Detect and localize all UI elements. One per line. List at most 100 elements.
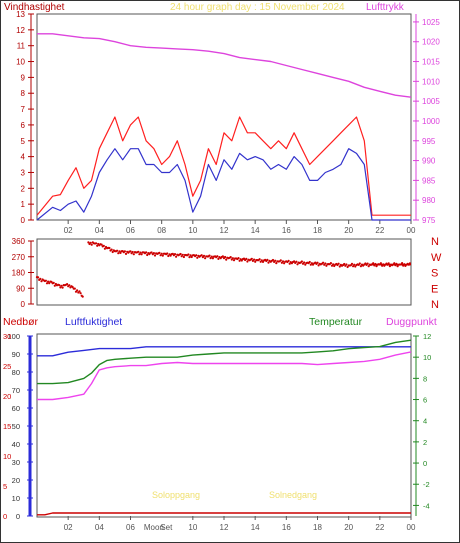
direction-point [182,255,185,259]
direction-point [160,252,163,255]
direction-point [216,255,219,258]
direction-point [232,259,236,262]
direction-point [317,264,320,267]
direction-point [140,253,143,256]
direction-point [303,261,306,264]
direction-point [324,262,327,265]
title-wind-speed: Vindhastighet [4,2,65,13]
direction-point [353,263,356,266]
direction-plot-area [36,238,412,306]
direction-point [296,263,299,266]
direction-point [110,248,113,251]
title-pressure: Lufttrykk [366,2,405,13]
direction-point [238,259,241,262]
pressure-tick-label: 1005 [422,97,440,106]
humidity-tick-label: 20 [12,476,20,485]
direction-point [48,282,51,285]
direction-point [139,251,142,254]
direction-point [52,281,55,284]
direction-point [396,265,399,268]
humidity-tick-label: 50 [12,422,20,431]
sunset-label: Solnedgang [269,490,317,500]
direction-point [379,262,382,265]
wind-x-tick-label: 04 [95,226,104,235]
humidity-tick-label: 70 [12,386,20,395]
direction-point [90,243,93,246]
sunrise-label: Soloppgang [152,490,200,500]
direction-point [221,255,224,258]
rain-tick-label: 10 [3,452,11,461]
direction-point [322,261,325,264]
direction-point [76,289,79,292]
gust-line [36,116,411,216]
pressure-tick-label: 1010 [422,77,440,86]
direction-point [393,262,396,265]
direction-point [145,251,148,254]
direction-point [138,253,141,256]
wind-x-tick-label: 06 [126,226,135,235]
bottom-series [37,339,412,516]
bottom-x-tick-label: 22 [375,523,384,532]
direction-point [200,254,203,257]
direction-point [71,285,74,289]
rain-tick-label: 5 [3,482,7,491]
wind-tick-label: 1 [21,200,26,209]
bottom-axes: 0 10 20 30 40 50 60 70 80 90 100 0 5 10 15 20 25 30 -4 -2 0 2… [3,332,431,521]
temp-tick-label: 6 [423,396,427,405]
direction-point [60,284,63,287]
direction-point [87,241,90,244]
direction-point [81,295,84,298]
direction-point [210,255,213,258]
direction-point [181,253,184,256]
direction-point [325,264,328,267]
direction-point [338,265,341,268]
direction-point [100,243,103,246]
compass-label: E [431,283,438,295]
direction-point [45,282,49,285]
direction-point [44,279,48,282]
wind-x-tick-label: 10 [188,226,197,235]
wind-x-tick-label: 12 [220,226,229,235]
humidity-tick-label: 80 [12,368,20,377]
direction-point [167,254,170,258]
direction-point [137,250,140,253]
direction-point [258,258,261,261]
temp-tick-label: 12 [423,332,431,341]
humidity-tick-label: 60 [12,404,20,413]
temp-tick-label: 8 [423,374,427,383]
wind-tick-label: 5 [21,137,26,146]
bottom-x-tick-label: Set [160,523,173,532]
rain-tick-label: 30 [3,332,11,341]
direction-point [274,259,277,262]
direction-point [158,251,161,254]
pressure-tick-label: 995 [422,137,436,146]
direction-point [350,262,354,265]
wind-x-tick-label: 02 [64,226,73,235]
label-temperature: Temperatur [309,316,363,328]
direction-point [78,290,81,293]
pressure-tick-label: 1000 [422,117,440,126]
pressure-line [37,33,412,98]
pressure-tick-label: 1025 [422,18,440,27]
bottom-x-tick-label: 18 [313,523,322,532]
direction-point [123,250,126,253]
direction-point [217,257,220,260]
direction-point [58,284,61,287]
direction-point [96,244,99,247]
humidity-tick-label: 30 [12,458,20,467]
wind-x-tick-label: 16 [282,226,291,235]
direction-point [246,260,249,263]
pressure-tick-label: 990 [422,157,436,166]
rain-tick-label: 25 [3,362,11,371]
humidity-temp-panel: Nedbør Luftfuktighet Temperatur Duggpunk… [3,316,437,532]
direction-point [40,280,43,283]
direction-point [401,262,404,265]
direction-point [231,257,234,260]
direction-point [224,255,227,259]
direction-point [188,256,191,259]
direction-point [204,257,207,260]
direction-point [308,260,311,264]
direction-point [275,262,278,265]
